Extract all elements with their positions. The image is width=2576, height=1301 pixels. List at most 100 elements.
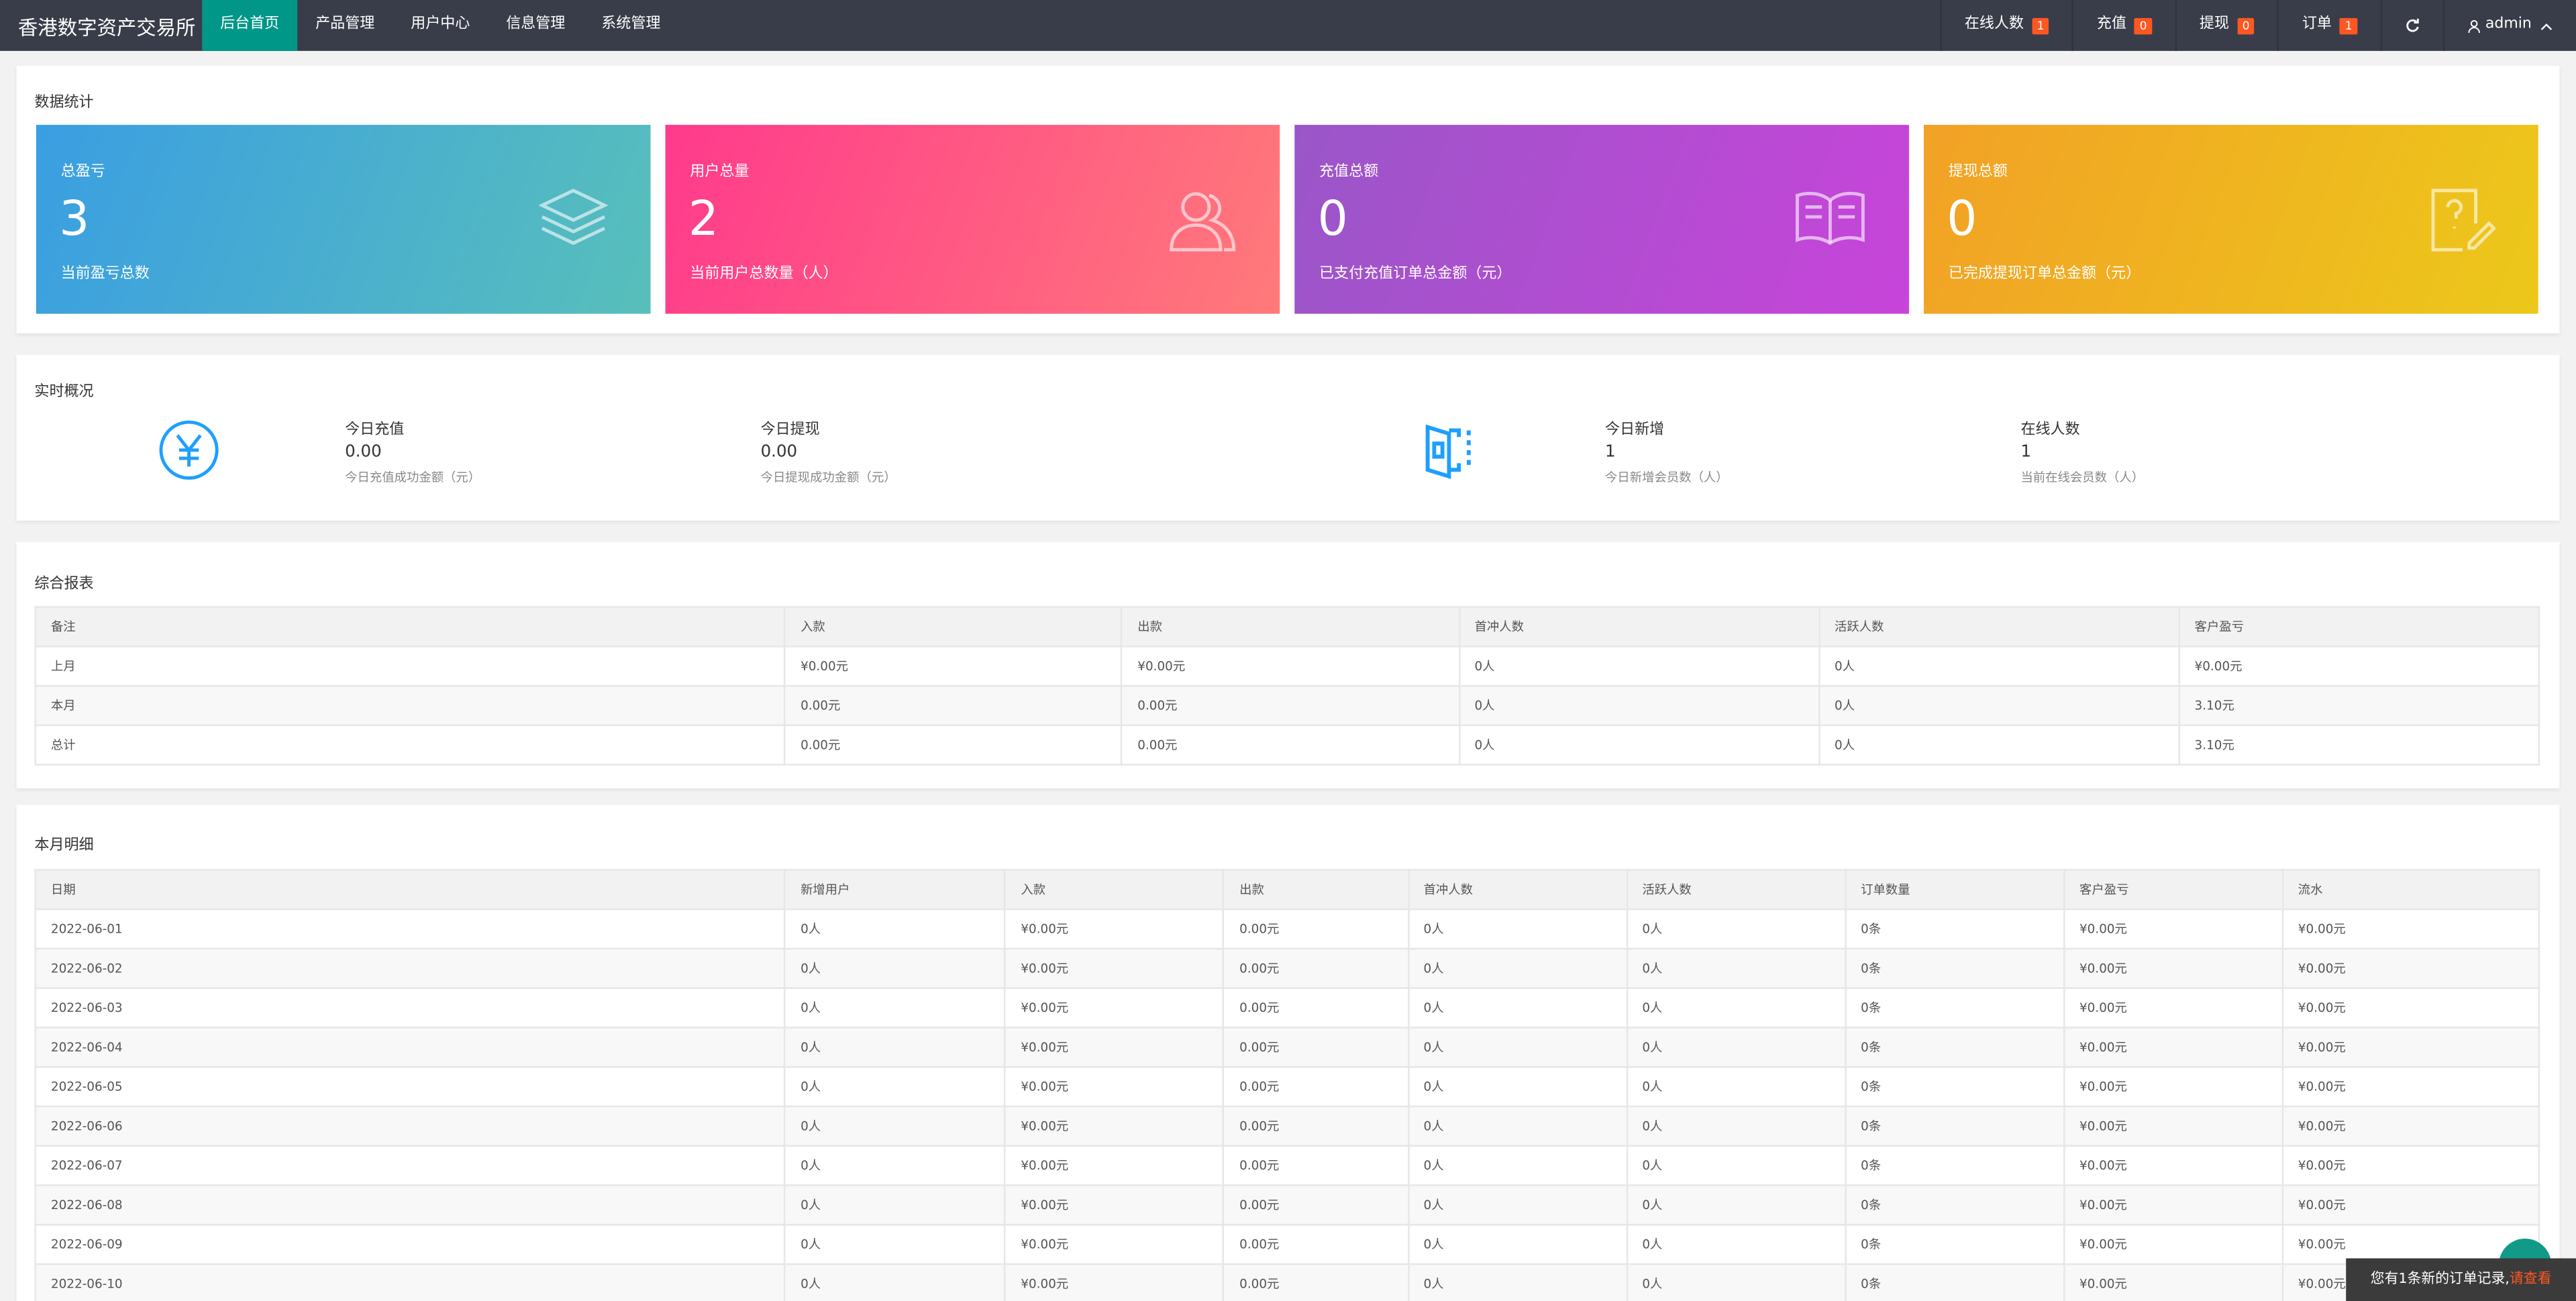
- nav-item[interactable]: 充值 0: [2072, 0, 2175, 51]
- table-cell: ¥0.00元: [1004, 1184, 1225, 1226]
- menu-item[interactable]: 产品管理: [315, 16, 375, 33]
- table-cell: ¥0.00元: [1004, 947, 1225, 989]
- table-cell: 0人: [1625, 1065, 1847, 1108]
- table-cell: 0条: [1844, 1263, 2065, 1301]
- card-desc: 当前用户总数量（人）: [690, 266, 838, 283]
- table-cell: 2022-06-09: [34, 1224, 786, 1265]
- table-cell: ¥0.00元: [2178, 645, 2540, 687]
- table-cell: 0人: [1625, 947, 1847, 989]
- table-cell: 总计: [34, 724, 786, 766]
- table-cell: 3.10元: [2178, 684, 2540, 727]
- column-header: 首冲人数: [1458, 606, 1820, 647]
- badge: 0: [2237, 17, 2255, 34]
- menu-item[interactable]: 信息管理: [506, 16, 566, 33]
- card-value: 3: [59, 191, 90, 247]
- table-cell: 0人: [1625, 1145, 1847, 1186]
- table-cell: 0.00元: [1223, 908, 1409, 950]
- table-cell: ¥0.00元: [1004, 1027, 1225, 1068]
- table-cell: 0人: [784, 1184, 1007, 1226]
- badge: 1: [2032, 17, 2049, 34]
- column-header: 订单数量: [1844, 869, 2065, 910]
- card-value: 2: [688, 191, 719, 247]
- table-cell: 0条: [1844, 1145, 2065, 1186]
- notice-link[interactable]: 请查看: [2509, 1271, 2552, 1288]
- table-cell: ¥0.00元: [2281, 1065, 2540, 1108]
- column-header: 首冲人数: [1407, 869, 1628, 910]
- notice-text: 您有1条新的订单记录,: [2370, 1271, 2510, 1288]
- item-value: 0.00: [345, 444, 382, 462]
- table-cell: ¥0.00元: [2063, 1027, 2283, 1068]
- notification[interactable]: 您有1条新的订单记录,请查看: [2346, 1258, 2576, 1301]
- menu-item[interactable]: 用户中心: [411, 16, 470, 33]
- panel-title: 数据统计: [34, 95, 94, 112]
- table-cell: 0条: [1844, 1184, 2065, 1226]
- table-cell: 0人: [784, 1027, 1007, 1068]
- table-cell: 0.00元: [1223, 1065, 1409, 1108]
- table-cell: ¥0.00元: [1004, 908, 1225, 950]
- table-row: 2022-06-10 0人 ¥0.00元 0.00元 0人 0人 0条 ¥0.00元 ¥0.00…: [34, 1263, 2540, 1301]
- item-value: 1: [1605, 444, 1616, 462]
- column-header: 活跃人数: [1818, 606, 2180, 647]
- table-cell: 0人: [1625, 1027, 1847, 1068]
- card-desc: 当前盈亏总数: [60, 266, 150, 283]
- table-cell: ¥0.00元: [2063, 1224, 2283, 1265]
- table-row: 2022-06-09 0人 ¥0.00元 0.00元 0人 0人 0条 ¥0.00元 ¥0.00…: [34, 1224, 2540, 1265]
- table-cell: ¥0.00元: [1004, 987, 1225, 1029]
- column-header: 出款: [1223, 869, 1409, 910]
- column-header: 客户盈亏: [2178, 606, 2540, 647]
- table-cell: ¥0.00元: [2281, 1145, 2540, 1186]
- table-cell: 0条: [1844, 987, 2065, 1029]
- table-cell: ¥0.00元: [2281, 1105, 2540, 1147]
- table-cell: 上月: [34, 645, 786, 687]
- item-label: 今日提现: [760, 422, 820, 439]
- table-cell: 0人: [784, 1105, 1007, 1147]
- item-desc: 今日提现成功金额（元）: [760, 470, 896, 485]
- table-cell: ¥0.00元: [1004, 1065, 1225, 1108]
- table-row: 2022-06-03 0人 ¥0.00元 0.00元 0人 0人 0条 ¥0.00元 ¥0.00…: [34, 987, 2540, 1029]
- table-cell: 0.00元: [1223, 1263, 1409, 1301]
- panel-title: 实时概况: [34, 384, 94, 401]
- menu-item[interactable]: 系统管理: [601, 16, 661, 33]
- table-cell: ¥0.00元: [2063, 947, 2283, 989]
- table-cell: 0条: [1844, 1105, 2065, 1147]
- stat-card: 提现总额 0 已完成提现订单总金额（元）: [1924, 125, 2538, 314]
- table-row: 2022-06-08 0人 ¥0.00元 0.00元 0人 0人 0条 ¥0.00元 ¥0.00…: [34, 1184, 2540, 1226]
- table-cell: 0人: [1625, 987, 1847, 1029]
- table-row: 2022-06-06 0人 ¥0.00元 0.00元 0人 0人 0条 ¥0.00元 ¥0.00…: [34, 1105, 2540, 1147]
- nav-right: 在线人数 1 充值 0 提现 0 订单 1 admin: [1940, 0, 2576, 51]
- table-cell: 0人: [1407, 1184, 1628, 1226]
- table-cell: 0.00元: [1223, 947, 1409, 989]
- user-menu[interactable]: admin: [2442, 0, 2576, 51]
- menu-item[interactable]: 后台首页: [202, 0, 298, 51]
- table-cell: 0.00元: [1223, 1027, 1409, 1068]
- table-row: 本月 0.00元 0.00元 0人 0人 3.10元: [34, 684, 2540, 727]
- table-cell: 0人: [784, 908, 1007, 950]
- table-cell: 2022-06-02: [34, 947, 786, 989]
- column-header: 流水: [2281, 869, 2540, 910]
- table-cell: 2022-06-07: [34, 1145, 786, 1186]
- card-label: 充值总额: [1319, 164, 1379, 181]
- table-cell: ¥0.00元: [2281, 908, 2540, 950]
- table-cell: ¥0.00元: [2281, 1027, 2540, 1068]
- yuan-icon: [159, 420, 219, 480]
- nav-item[interactable]: 订单 1: [2277, 0, 2380, 51]
- column-header: 活跃人数: [1625, 869, 1847, 910]
- table-cell: ¥0.00元: [1004, 1224, 1225, 1265]
- item-label: 在线人数: [2020, 422, 2080, 439]
- refresh-button[interactable]: [2380, 0, 2442, 51]
- card-label: 提现总额: [1948, 164, 2008, 181]
- table-cell: 2022-06-05: [34, 1065, 786, 1108]
- header-row: 日期 新增用户 入款 出款 首冲人数 活跃人数 订单数量 客户盈亏 流水: [34, 869, 2540, 910]
- card-desc: 已完成提现订单总金额（元）: [1948, 266, 2141, 283]
- table-cell: 0人: [1407, 1145, 1628, 1186]
- nav-item[interactable]: 提现 0: [2175, 0, 2277, 51]
- item-desc: 今日充值成功金额（元）: [345, 470, 481, 485]
- table-cell: ¥0.00元: [1004, 1145, 1225, 1186]
- nav-item[interactable]: 在线人数 1: [1940, 0, 2072, 51]
- table-cell: 2022-06-04: [34, 1027, 786, 1068]
- table-cell: 0人: [1625, 1263, 1847, 1301]
- realtime-item: 在线人数 1 当前在线会员数（人）: [2020, 417, 2144, 486]
- monthly-panel: 本月明细 日期 新增用户 入款 出款 首冲人数 活跃人数 订单数量 客户盈亏 流水 2022-06-…: [16, 804, 2560, 1301]
- table-cell: ¥0.00元: [784, 645, 1123, 687]
